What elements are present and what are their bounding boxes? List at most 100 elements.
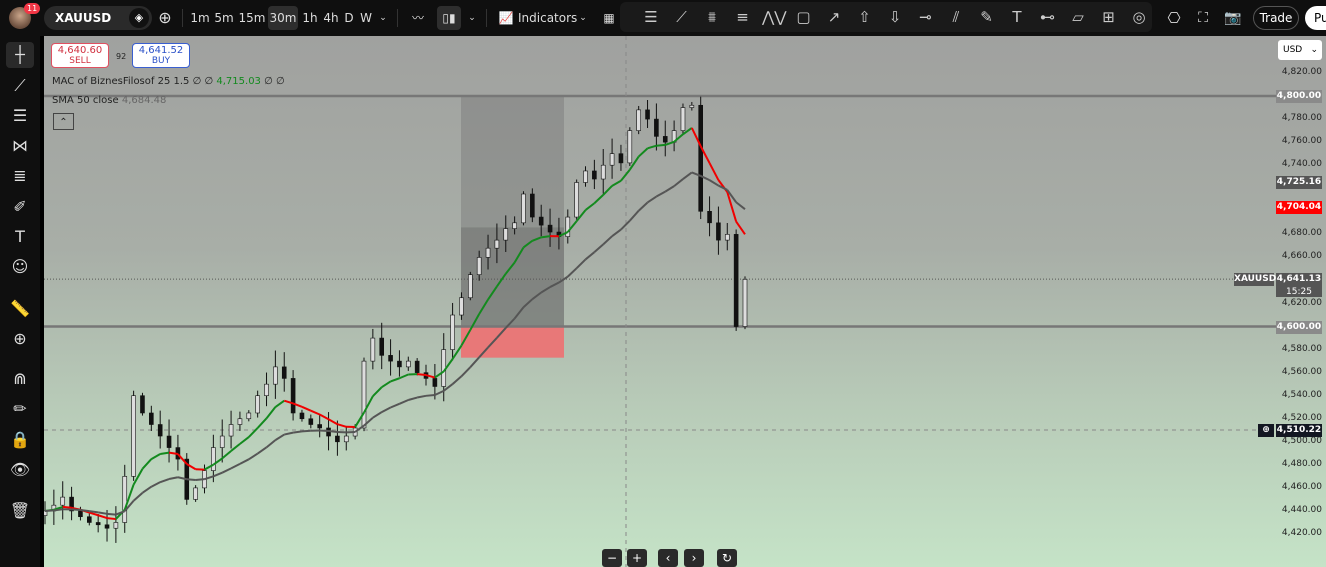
lock-drawings-icon[interactable]: ✏ xyxy=(13,399,27,418)
fib-channel-icon[interactable]: ▱ xyxy=(1072,8,1084,26)
price-chart[interactable] xyxy=(44,36,1326,567)
buy-price: 4,641.52 xyxy=(138,45,184,56)
text-icon[interactable]: T xyxy=(1012,8,1022,26)
drawing-toolbar: ☰ ⟋ ⩩ ≡ ⋀⋁ ▢ ↗ ⇧ ⇩ ⊸ ⫽ ✎ T ⊷ ▱ ⊞ ◎ xyxy=(620,2,1152,32)
sma-line-segment xyxy=(132,492,144,502)
mac-line-segment xyxy=(106,517,116,521)
chevron-down-icon[interactable]: ⌄ xyxy=(379,13,387,23)
parallel-channel-icon[interactable]: ⩩ xyxy=(707,8,716,26)
lock-icon[interactable]: 🔒 xyxy=(10,430,30,449)
crosshair-icon[interactable]: ┼ xyxy=(6,42,34,68)
brush-icon[interactable]: ✎ xyxy=(980,8,993,26)
mac-line-segment xyxy=(363,395,374,414)
currency-select[interactable]: USD ⌄ xyxy=(1278,40,1322,60)
buy-button[interactable]: 4,641.52 BUY xyxy=(132,43,190,68)
tf-1m[interactable]: 1m xyxy=(190,11,210,25)
add-symbol-button[interactable]: ⊕ xyxy=(158,8,172,27)
mac-line-segment xyxy=(567,220,578,233)
trend-line-icon[interactable]: ⟋ xyxy=(14,76,26,95)
candle xyxy=(476,257,482,275)
chart-area[interactable]: 4,640.60 SELL 92 4,641.52 BUY MAC of Bizne… xyxy=(44,36,1326,567)
sma-line-segment xyxy=(584,251,595,261)
horizontal-line-icon[interactable]: ⊷ xyxy=(1040,8,1055,26)
zoom-in-button[interactable]: + xyxy=(627,549,647,567)
horizontal-ray-icon[interactable]: ⊸ xyxy=(919,8,932,26)
candle xyxy=(547,224,553,233)
scroll-right-button[interactable]: › xyxy=(684,549,704,567)
pitchfork-icon[interactable]: ≡ xyxy=(736,8,749,26)
tf-30m[interactable]: 30m xyxy=(268,6,298,30)
emoji-icon[interactable]: ☺ xyxy=(11,257,29,276)
sell-button[interactable]: 4,640.60 SELL xyxy=(51,43,109,68)
reset-chart-button[interactable]: ↻ xyxy=(717,549,737,567)
ruler-icon[interactable]: 📏 xyxy=(10,299,30,318)
indicator-legend-mac[interactable]: MAC of BiznesFilosof 25 1.5 ∅ ∅ 4,715.03… xyxy=(52,76,285,87)
pattern-icon[interactable]: ⋈ xyxy=(12,136,28,155)
collapse-legend-button[interactable]: ⌃ xyxy=(53,113,74,130)
text-icon[interactable]: T xyxy=(15,227,25,246)
camera-icon[interactable]: 📷 xyxy=(1224,10,1242,26)
mac-line-segment xyxy=(478,298,489,315)
fib-icon[interactable]: ≣ xyxy=(13,166,27,185)
sma-line-segment xyxy=(177,476,187,481)
tf-5m[interactable]: 5m xyxy=(214,11,234,25)
candle xyxy=(193,487,198,500)
sma-line-segment xyxy=(328,430,338,433)
arrow-up-icon[interactable]: ⇧ xyxy=(858,8,871,26)
candle xyxy=(494,239,500,249)
publish-button[interactable]: Pu xyxy=(1305,6,1326,30)
layout-icon[interactable]: ▦ xyxy=(603,11,615,25)
indicators-icon[interactable]: 📈 xyxy=(498,11,514,25)
arrow-down-icon[interactable]: ⇩ xyxy=(888,8,902,26)
mac-line-segment xyxy=(381,380,392,389)
sma-line-segment xyxy=(204,475,214,481)
trade-button[interactable]: Trade xyxy=(1253,6,1299,30)
circle-icon[interactable]: ◎ xyxy=(1132,8,1146,26)
trash-icon[interactable]: 🗑 xyxy=(9,501,31,520)
price-tick: 4,660.00 xyxy=(1281,251,1322,262)
candle xyxy=(432,378,438,387)
fullscreen-icon[interactable]: ⛶ xyxy=(1198,10,1208,26)
tf-4h[interactable]: 4h xyxy=(323,11,339,25)
add-alert-icon[interactable]: ⊕ xyxy=(1258,424,1274,438)
candles-icon[interactable]: ▯▮ xyxy=(437,6,461,30)
chevron-down-icon[interactable]: ⌄ xyxy=(468,13,476,23)
long-position-icon[interactable]: ⊞ xyxy=(1102,8,1115,26)
horizontal-lines-icon[interactable]: ☰ xyxy=(12,106,28,125)
magnet-icon[interactable]: ⋒ xyxy=(13,369,27,388)
chevron-down-icon[interactable]: ⌄ xyxy=(579,13,587,23)
indicators-button[interactable]: Indicators xyxy=(518,11,578,25)
mac-line-segment xyxy=(708,162,720,181)
eye-icon[interactable]: 👁 xyxy=(9,460,31,479)
tf-15m[interactable]: 15m xyxy=(238,11,266,25)
rectangle-icon[interactable]: ▢ xyxy=(796,8,811,26)
sma-line-segment xyxy=(425,393,435,397)
scroll-left-button[interactable]: ‹ xyxy=(658,549,678,567)
settings-icon[interactable]: ⎔ xyxy=(1167,9,1181,27)
zoom-out-button[interactable]: − xyxy=(602,549,622,567)
trend-angle-icon[interactable]: ⫽ xyxy=(952,8,960,26)
tf-w[interactable]: W xyxy=(360,11,372,25)
mac-line-segment xyxy=(160,451,170,456)
mac-line-segment xyxy=(141,458,153,470)
mac-line-segment xyxy=(97,514,108,520)
level-label: 4,600.00 xyxy=(1276,320,1322,334)
tf-1h[interactable]: 1h xyxy=(302,11,318,25)
notification-badge: 11 xyxy=(24,3,41,14)
brush-icon[interactable]: ✐ xyxy=(13,197,27,216)
sma-line-segment xyxy=(292,430,303,434)
trend-line-icon[interactable]: ⟋ xyxy=(676,8,687,26)
tool-lines-icon[interactable]: ☰ xyxy=(644,8,658,26)
zigzag-icon[interactable]: ⋀⋁ xyxy=(762,8,787,26)
left-toolbar: ┼ ⟋ ☰ ⋈ ≣ ✐ T ☺ 📏 ⊕ ⋒ ✏ 🔒 👁 🗑 xyxy=(0,36,40,567)
candle xyxy=(414,360,420,373)
zoom-icon[interactable]: ⊕ xyxy=(13,329,27,348)
line-chart-icon[interactable]: 〰 xyxy=(411,11,424,25)
spread: 92 xyxy=(116,52,127,61)
diamond-icon[interactable]: ◈ xyxy=(129,8,149,28)
mac-line-segment xyxy=(442,358,454,372)
symbol-search[interactable]: XAUUSD ◈ xyxy=(44,6,152,30)
arrow-marker-icon[interactable]: ↗ xyxy=(827,8,841,26)
tf-d[interactable]: D xyxy=(344,11,354,25)
indicator-legend-sma[interactable]: SMA 50 close 4,684.48 xyxy=(52,95,166,106)
